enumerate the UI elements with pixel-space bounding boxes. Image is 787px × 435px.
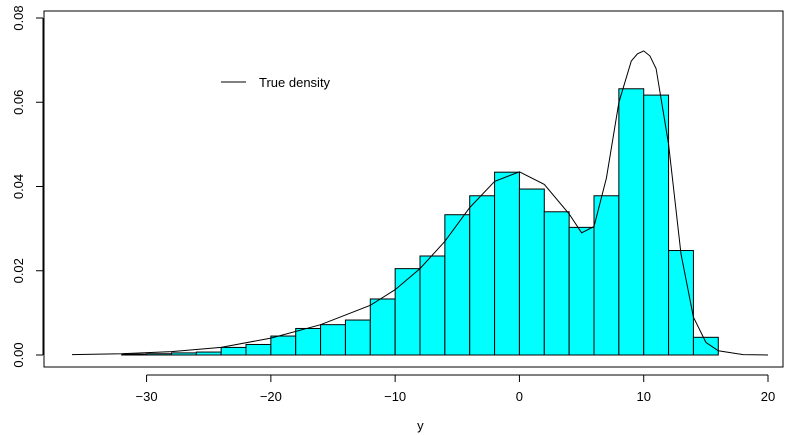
plot-frame — [43, 10, 784, 368]
histogram-bar — [444, 214, 471, 356]
y-tick-label: 0.04 — [11, 174, 26, 199]
histogram-bar — [146, 353, 172, 356]
histogram-bar — [220, 346, 247, 356]
x-tick-label: −30 — [136, 389, 158, 404]
x-axis: −30 −20 −10 0 10 20 — [136, 374, 775, 404]
x-tick-label: 20 — [761, 389, 775, 404]
histogram-bar — [295, 327, 322, 356]
histogram-bar — [568, 226, 595, 356]
histogram-bar — [494, 171, 520, 356]
histogram-bar — [419, 255, 446, 356]
histogram-bar — [394, 268, 421, 356]
histogram-bar — [518, 188, 545, 356]
legend: True density — [221, 75, 331, 90]
x-tick-label: −10 — [384, 389, 406, 404]
histogram-bar — [121, 353, 148, 356]
true-density-line — [71, 50, 769, 356]
x-tick-label: 0 — [516, 389, 523, 404]
legend-label-true-density: True density — [259, 75, 331, 90]
x-axis-title: y — [417, 418, 424, 433]
histogram-bar — [643, 94, 670, 356]
y-axis: 0.00 0.02 0.04 0.06 0.08 — [11, 5, 44, 368]
histogram-bar — [618, 88, 645, 356]
histogram-bar — [469, 195, 496, 356]
histogram-bar — [344, 319, 371, 356]
histogram-bar — [692, 336, 719, 356]
histogram-bar — [270, 335, 297, 356]
y-tick-label: 0.00 — [11, 342, 26, 367]
y-tick-label: 0.08 — [11, 5, 26, 30]
histogram-bar — [245, 343, 272, 356]
histogram-bar — [369, 298, 396, 356]
histogram-bars — [121, 88, 719, 356]
y-tick-label: 0.06 — [11, 90, 26, 115]
histogram-bar — [195, 351, 222, 356]
histogram-bar — [593, 195, 620, 356]
y-tick-label: 0.02 — [11, 258, 26, 283]
histogram-bar — [668, 250, 694, 356]
histogram-bar — [170, 352, 197, 356]
histogram-bar — [543, 211, 570, 356]
x-tick-label: −20 — [260, 389, 282, 404]
histogram-bar — [320, 324, 346, 356]
x-tick-label: 10 — [636, 389, 650, 404]
